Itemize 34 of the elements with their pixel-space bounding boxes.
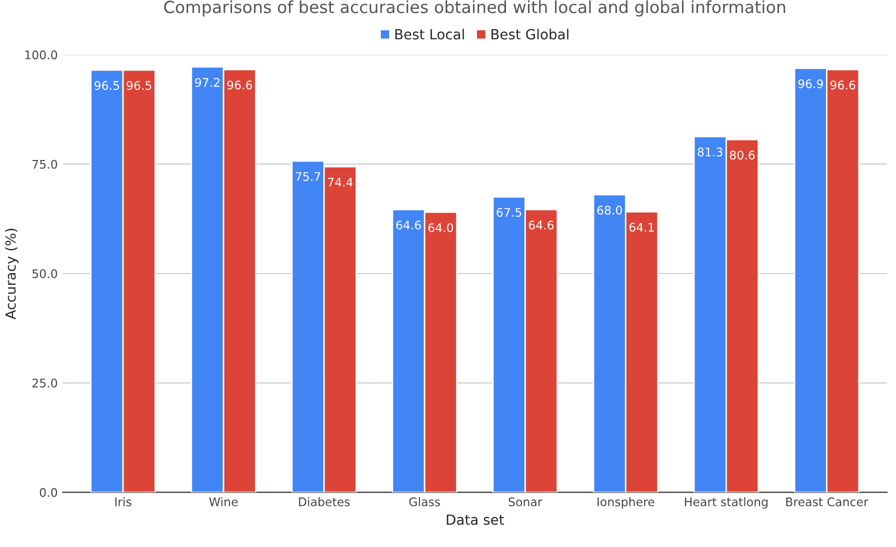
x-axis-title: Data set [446,514,504,525]
y-axis-title: Accuracy (%) [5,228,19,320]
x-tick-label: Glass [409,497,440,506]
legend-label: Best Global [492,28,568,40]
y-tick-label: 75.0 [32,160,58,169]
x-tick-label: Iris [115,497,132,506]
data-label: 81.3 [698,148,722,156]
x-tick-label: Wine [209,497,238,506]
y-tick-label: 50.0 [32,269,58,278]
x-tick-label: Heart statlong [684,497,768,509]
y-tick-label: 0.0 [40,488,58,497]
data-label: 67.5 [496,208,522,217]
x-tick-label: Ionsphere [598,497,654,509]
data-label: 96.5 [126,81,152,90]
data-label: 68.0 [597,206,622,215]
y-tick-label: 100.0 [25,50,58,60]
data-label: 64.1 [629,222,654,232]
x-tick-label: Sonar [508,497,542,506]
data-label: 74.4 [328,178,353,186]
data-label: 80.6 [730,150,755,160]
x-tick-label: Breast Cancer [786,497,868,506]
y-tick-label: 25.0 [32,378,58,388]
data-label: 96.9 [798,79,823,88]
data-label: 96.6 [227,80,252,90]
data-label: 64.6 [528,220,554,230]
chart-title: Comparisons of best accuracies obtained with local and global information [164,0,786,16]
x-tick-label: Diabetes [299,497,350,506]
data-label: 64.6 [396,220,421,230]
data-label: 96.5 [94,81,120,90]
data-label: 96.6 [830,80,856,90]
data-label: 97.2 [195,78,220,87]
data-label: 64.0 [428,223,454,232]
data-label: 75.7 [296,172,320,181]
legend-label: Best Local [395,28,464,40]
